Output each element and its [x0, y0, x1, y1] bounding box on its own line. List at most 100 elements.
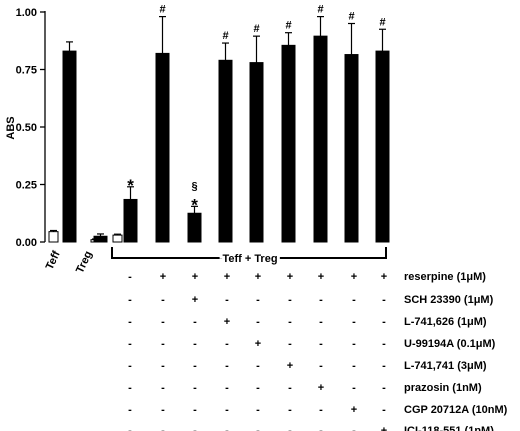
significance-marker: # — [379, 16, 385, 28]
bar — [155, 52, 170, 243]
y-tick-label: 0.75 — [16, 65, 37, 77]
condition-sign: - — [256, 360, 260, 372]
condition-sign: - — [319, 360, 323, 372]
y-tick-label: 0.25 — [16, 180, 37, 192]
condition-sign: - — [161, 294, 165, 306]
condition-label: SCH 23390 (1μM) — [404, 294, 494, 306]
condition-sign: - — [288, 404, 292, 416]
y-axis: 0.00 0.25 0.50 0.75 1.00 — [16, 7, 46, 249]
condition-sign: + — [192, 271, 198, 283]
condition-sign: - — [288, 294, 292, 306]
condition-sign: - — [382, 382, 386, 394]
condition-sign: - — [382, 294, 386, 306]
condition-sign: + — [160, 271, 166, 283]
bar — [187, 212, 202, 243]
condition-label: prazosin (1nM) — [404, 382, 482, 394]
condition-sign: + — [381, 425, 387, 431]
significance-marker: # — [159, 4, 165, 16]
condition-sign: - — [128, 338, 132, 350]
condition-sign: - — [193, 360, 197, 372]
group-bracket-line — [111, 247, 387, 259]
y-tick-label: 1.00 — [16, 7, 37, 19]
condition-sign: - — [256, 316, 260, 328]
condition-sign: - — [128, 425, 132, 431]
significance-marker: # — [222, 30, 228, 42]
condition-sign: - — [319, 425, 323, 431]
condition-sign: - — [256, 425, 260, 431]
condition-sign: - — [319, 338, 323, 350]
bar — [218, 59, 233, 243]
significance-marker: * — [127, 176, 134, 195]
condition-sign: - — [288, 425, 292, 431]
condition-sign: - — [382, 316, 386, 328]
x-category-label: Teff — [44, 249, 63, 272]
condition-sign: + — [351, 271, 357, 283]
bar — [249, 62, 264, 243]
condition-sign: - — [256, 404, 260, 416]
condition-sign: + — [255, 338, 261, 350]
condition-sign: - — [161, 316, 165, 328]
condition-sign: + — [351, 404, 357, 416]
condition-sign: + — [287, 360, 293, 372]
group-label: Teff + Treg — [222, 253, 277, 265]
condition-sign: - — [128, 316, 132, 328]
bar — [93, 235, 108, 243]
condition-sign: - — [193, 404, 197, 416]
condition-sign: + — [318, 271, 324, 283]
condition-label: CGP 20712A (10nM) — [404, 404, 508, 416]
condition-label: ICI-118-551 (1nM) — [404, 425, 494, 431]
y-axis-label: ABS — [5, 116, 17, 139]
condition-sign: - — [288, 382, 292, 394]
condition-label: reserpine (1μM) — [404, 271, 486, 283]
condition-sign: - — [382, 404, 386, 416]
significance-marker: # — [253, 23, 259, 35]
condition-sign: - — [256, 294, 260, 306]
bar — [123, 198, 138, 243]
condition-sign: - — [288, 316, 292, 328]
condition-sign: - — [193, 316, 197, 328]
condition-sign: - — [225, 382, 229, 394]
condition-sign: - — [319, 294, 323, 306]
condition-sign: - — [382, 360, 386, 372]
bar — [48, 231, 59, 243]
condition-sign: - — [161, 360, 165, 372]
condition-sign: - — [352, 338, 356, 350]
group-bracket: Teff + Treg — [111, 247, 387, 268]
condition-sign: - — [161, 382, 165, 394]
bar — [62, 50, 77, 243]
condition-sign: - — [352, 425, 356, 431]
x-category-label: Treg — [74, 249, 95, 275]
condition-label: L-741,626 (1μM) — [404, 316, 487, 328]
condition-sign: - — [225, 294, 229, 306]
y-tick-label: 0.00 — [16, 237, 37, 249]
x-labels-layer: Teff Treg — [44, 249, 95, 275]
condition-sign: - — [128, 271, 132, 283]
condition-sign: - — [161, 404, 165, 416]
condition-sign: - — [352, 316, 356, 328]
condition-sign: - — [319, 404, 323, 416]
significance-marker: # — [317, 4, 323, 16]
bars-layer: * # * § # # # # # # — [48, 4, 390, 243]
condition-sign: - — [128, 404, 132, 416]
condition-sign: + — [224, 316, 230, 328]
condition-sign: - — [193, 425, 197, 431]
condition-sign: - — [161, 338, 165, 350]
condition-sign: + — [287, 271, 293, 283]
bar — [313, 35, 328, 243]
condition-sign: + — [381, 271, 387, 283]
condition-sign: - — [225, 425, 229, 431]
bar — [375, 50, 390, 243]
condition-sign: - — [193, 338, 197, 350]
condition-sign: - — [225, 360, 229, 372]
significance-marker: § — [191, 180, 197, 192]
significance-marker: * — [191, 195, 198, 214]
condition-sign: - — [352, 382, 356, 394]
condition-sign: - — [161, 425, 165, 431]
condition-sign: + — [224, 271, 230, 283]
condition-sign: + — [255, 271, 261, 283]
condition-sign: - — [319, 316, 323, 328]
y-tick-label: 0.50 — [16, 122, 37, 134]
condition-sign: + — [192, 294, 198, 306]
bar — [112, 234, 123, 243]
condition-sign: - — [128, 382, 132, 394]
